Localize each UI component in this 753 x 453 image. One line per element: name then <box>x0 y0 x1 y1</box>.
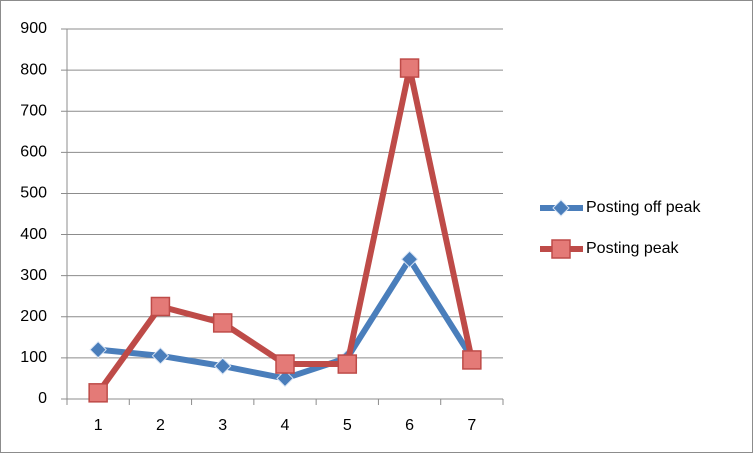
legend-label: Posting off peak <box>586 199 701 216</box>
x-tick-label: 6 <box>405 417 414 434</box>
point-marker <box>276 369 294 388</box>
y-tick-label: 800 <box>20 61 47 78</box>
y-tick-label: 0 <box>38 390 47 407</box>
point-marker <box>88 383 108 403</box>
legend-marker <box>551 239 571 259</box>
x-tick-label: 5 <box>343 417 352 434</box>
y-tick-label: 100 <box>20 349 47 366</box>
point-marker <box>275 354 295 374</box>
point-marker <box>462 350 482 370</box>
x-tick-label: 3 <box>218 417 227 434</box>
x-tick-label: 2 <box>156 417 165 434</box>
x-tick-label: 7 <box>467 417 476 434</box>
x-tick-label: 1 <box>94 417 103 434</box>
point-marker <box>150 296 171 317</box>
y-tick-label: 300 <box>20 267 47 284</box>
x-tick-label: 4 <box>281 417 290 434</box>
legend-label: Posting peak <box>586 240 680 257</box>
y-tick-label: 200 <box>20 308 47 325</box>
y-tick-label: 700 <box>20 102 47 119</box>
point-marker <box>89 340 107 359</box>
y-tick-label: 400 <box>20 226 47 243</box>
point-marker <box>337 354 358 374</box>
y-tick-label: 600 <box>20 144 47 161</box>
point-marker <box>151 347 170 365</box>
y-tick-label: 500 <box>20 185 47 202</box>
point-marker <box>400 250 419 268</box>
point-marker <box>399 58 420 78</box>
point-marker <box>212 313 233 333</box>
legend-marker <box>552 199 570 217</box>
point-marker <box>214 357 232 375</box>
y-tick-label: 900 <box>20 20 47 37</box>
